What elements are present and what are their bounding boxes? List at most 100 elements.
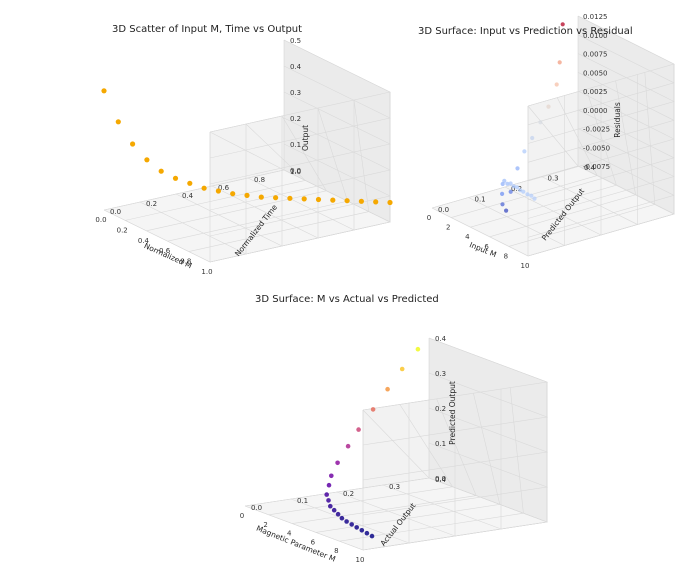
z-tick-label: -0.0025 xyxy=(583,126,610,134)
data-point xyxy=(504,208,509,213)
data-point xyxy=(385,386,390,392)
data-point xyxy=(356,427,361,432)
grid-line-z xyxy=(527,109,675,201)
x-tick-label: 0.0 xyxy=(95,216,106,224)
data-point xyxy=(335,511,341,517)
data-point xyxy=(144,157,150,163)
z-tick-label: 0.0 xyxy=(435,475,446,483)
data-point xyxy=(349,522,354,527)
data-point xyxy=(554,82,559,87)
chart-panel-residual: 3D Surface: Input vs Prediction vs Resid… xyxy=(400,13,675,275)
z-tick-label: 0.0075 xyxy=(583,51,608,59)
data-point xyxy=(500,202,505,207)
x-tick-label: 2 xyxy=(263,521,267,529)
z-axis-label: Output xyxy=(301,125,310,151)
data-point xyxy=(359,528,365,533)
z-tick-label: 0.0000 xyxy=(583,107,608,115)
data-point xyxy=(339,515,345,521)
data-point xyxy=(502,178,507,183)
z-tick-label: 0.0125 xyxy=(583,13,608,21)
data-point xyxy=(273,195,279,201)
data-point xyxy=(331,507,337,513)
x-tick-label: 0 xyxy=(427,214,431,222)
y-tick-label: 0.3 xyxy=(548,175,559,183)
data-point xyxy=(525,192,530,197)
grid-line-z xyxy=(362,442,549,516)
data-point xyxy=(529,193,534,198)
data-point xyxy=(230,191,236,197)
x-tick-label: 0 xyxy=(240,512,244,520)
data-point xyxy=(521,189,526,194)
z-tick-label: 0.3 xyxy=(290,89,301,97)
data-point xyxy=(560,22,565,27)
y-tick-label: 0.0 xyxy=(110,208,121,216)
y-tick-label: 0.3 xyxy=(389,483,400,491)
data-point xyxy=(201,185,207,191)
y-tick-label: 0.2 xyxy=(146,200,157,208)
z-tick-label: 0.2 xyxy=(290,115,301,123)
data-point xyxy=(287,195,293,201)
data-point xyxy=(244,192,250,198)
chart-title: 3D Scatter of Input M, Time vs Output xyxy=(112,24,303,35)
data-point xyxy=(373,199,379,205)
data-point xyxy=(101,88,107,94)
x-tick-label: 1.0 xyxy=(201,268,212,276)
chart-title: 3D Surface: Input vs Prediction vs Resid… xyxy=(418,26,633,37)
y-tick-label: 0.0 xyxy=(438,206,449,214)
x-tick-label: 6 xyxy=(484,243,489,251)
grid-line-z xyxy=(209,39,391,133)
z-tick-label: 0.0025 xyxy=(583,88,608,96)
data-point xyxy=(546,104,551,109)
data-point xyxy=(399,366,405,372)
y-tick-label: 0.1 xyxy=(475,196,486,204)
data-point xyxy=(345,443,351,449)
data-point xyxy=(158,168,164,174)
z-tick-label: -0.0050 xyxy=(583,144,610,152)
y-tick-label: 0.6 xyxy=(218,184,230,192)
z-tick-label: -0.0075 xyxy=(583,163,610,171)
data-point xyxy=(522,149,527,154)
grid-line-z xyxy=(527,15,675,107)
data-point xyxy=(514,185,520,190)
data-point xyxy=(335,460,340,466)
data-point xyxy=(130,141,136,147)
z-tick-label: 0.4 xyxy=(435,335,447,343)
data-point xyxy=(301,196,307,202)
grid-line-z xyxy=(362,337,549,411)
chart-3d-scatter-actual-predicted: 02468100.00.10.20.30.40.00.10.20.30.4Mag… xyxy=(240,335,549,564)
data-point xyxy=(538,120,543,125)
grid-line-z xyxy=(362,372,549,446)
data-point xyxy=(315,196,322,203)
data-point xyxy=(172,175,179,181)
y-tick-label: 0.4 xyxy=(182,192,194,200)
data-point xyxy=(415,346,421,352)
z-tick-label: 0.1 xyxy=(435,440,446,448)
x-tick-label: 8 xyxy=(334,547,338,555)
data-point xyxy=(187,180,193,186)
z-tick-label: 0.0100 xyxy=(583,32,608,40)
data-point xyxy=(515,166,520,171)
z-tick-label: 0.3 xyxy=(435,370,446,378)
x-tick-label: 0.6 xyxy=(159,247,171,255)
data-point xyxy=(115,119,121,125)
data-point xyxy=(557,60,562,65)
chart-3d-scatter-residual: 02468100.00.10.20.30.4-0.0075-0.0050-0.0… xyxy=(427,13,675,270)
data-point xyxy=(330,197,336,203)
grid-line-z xyxy=(527,147,675,238)
grid-line-z xyxy=(209,91,391,185)
data-point xyxy=(364,530,370,536)
grid-line-z xyxy=(209,65,391,159)
grid-line-z xyxy=(362,477,549,551)
grid-line-z xyxy=(527,34,675,126)
data-point xyxy=(358,198,364,204)
data-point xyxy=(532,196,537,201)
data-point xyxy=(326,482,332,488)
data-point xyxy=(344,519,349,524)
grid-line-z xyxy=(209,169,391,263)
y-tick-label: 0.4 xyxy=(584,164,596,172)
z-tick-label: 0.0 xyxy=(290,167,301,175)
grid-line-z xyxy=(527,53,675,144)
data-point xyxy=(500,191,505,196)
z-axis-label: Predicted Output xyxy=(448,381,457,445)
grid-line-z xyxy=(527,165,675,257)
